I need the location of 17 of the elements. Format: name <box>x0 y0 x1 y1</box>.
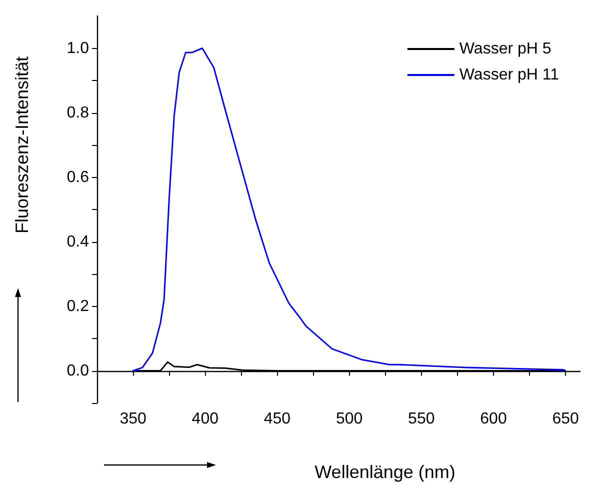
x-tick-label: 600 <box>480 410 507 428</box>
x-axis-title: Wellenlänge (nm) <box>314 462 456 482</box>
x-tick-label: 650 <box>552 410 580 428</box>
legend-label: Wasser pH 5 <box>459 40 552 58</box>
x-tick-label: 400 <box>192 410 219 428</box>
y-tick-label: 1.0 <box>66 40 90 57</box>
y-tick-label: 0.6 <box>66 168 90 186</box>
x-tick-label: 500 <box>336 410 363 428</box>
x-tick-label: 550 <box>408 410 435 428</box>
x-tick-label: 450 <box>264 410 291 428</box>
x-tick-label: 350 <box>120 410 146 428</box>
y-tick-label: 0.8 <box>66 104 90 122</box>
y-axis-title: Fluoreszenz-Intensität <box>12 56 32 234</box>
y-tick-label: 0.2 <box>66 298 90 315</box>
y-tick-label: 0.0 <box>66 362 90 380</box>
y-tick-label: 0.4 <box>66 233 90 250</box>
legend-label: Wasser pH 11 <box>459 66 560 84</box>
